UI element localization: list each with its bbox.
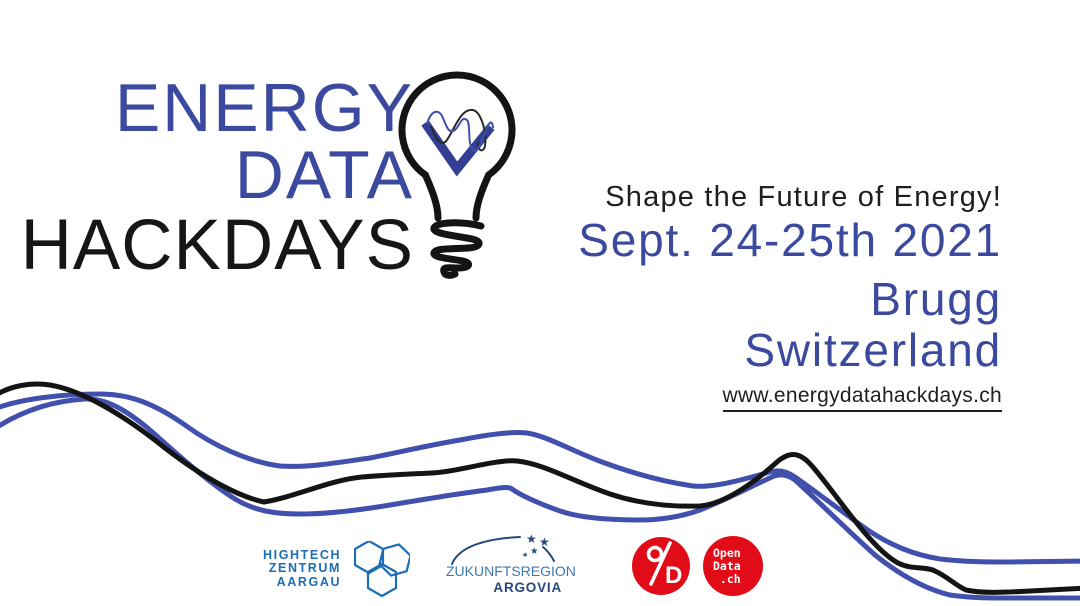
star-icon: ★ [530,546,539,557]
event-country: Switzerland [744,324,1002,376]
percent-slash [649,541,672,586]
star-icon: ★ [539,535,550,549]
lightbulb-icon [398,71,516,279]
star-icon: ★ [522,551,528,559]
title-line-hackdays: HACKDAYS [20,206,414,285]
bulb-screw-squiggle [430,219,485,279]
htz-line2: ZENTRUM [268,561,342,576]
brand-title: ENERGY DATA HACKDAYS [0,70,414,285]
hexagon-bottom [366,562,398,597]
argovia-label: ARGOVIA [493,580,562,595]
arc-left-segment [451,536,521,565]
bulb-thin-black-wave [430,108,487,152]
sponsor-hightech-zentrum-aargau: HIGHTECH ZENTRUM AARGAU [263,541,411,597]
bulb-outline [398,71,516,222]
opendata-line3: .ch [713,572,741,587]
opendata-line2: Data [713,559,741,574]
arc-with-stars-icon: ★ ★ ★ ★ [451,532,555,565]
star-icon: ★ [526,532,537,546]
arc-right-segment [542,546,555,562]
wave-black [0,381,1080,595]
htz-line3: AARGAU [276,574,342,589]
bulb-check-v [421,120,495,177]
three-hexagons-icon [354,541,411,597]
zukunftsregion-label: ZUKUNFTSREGION [446,563,576,579]
opendata-symbol-badge: D [632,537,690,595]
htz-line1: HIGHTECH [263,547,342,562]
hexagon-top-right [378,543,411,577]
percent-d-icon: D [646,541,682,589]
opendata-letter-d: D [665,562,682,589]
event-info: Shape the Future of Energy! Sept. 24-25t… [578,180,1002,412]
percent-upper-circle [646,545,664,563]
opendata-text-badge: Open Data .ch [703,536,763,596]
event-city: Brugg [870,273,1002,325]
hightech-zentrum-label: HIGHTECH ZENTRUM AARGAU [263,547,342,590]
hexagon-top-left [354,541,385,575]
title-line-data: DATA [234,137,414,213]
event-tagline: Shape the Future of Energy! [605,181,1002,213]
event-website-link[interactable]: www.energydatahackdays.ch [722,383,1002,412]
bulb-thin-blue-wave [426,110,494,152]
title-line-energy: ENERGY [114,70,414,146]
opendata-line1: Open [713,546,741,560]
event-date: Sept. 24-25th 2021 [578,214,1002,266]
sponsor-zukunftsregion-argovia: ★ ★ ★ ★ ZUKUNFTSREGION ARGOVIA [446,527,576,596]
